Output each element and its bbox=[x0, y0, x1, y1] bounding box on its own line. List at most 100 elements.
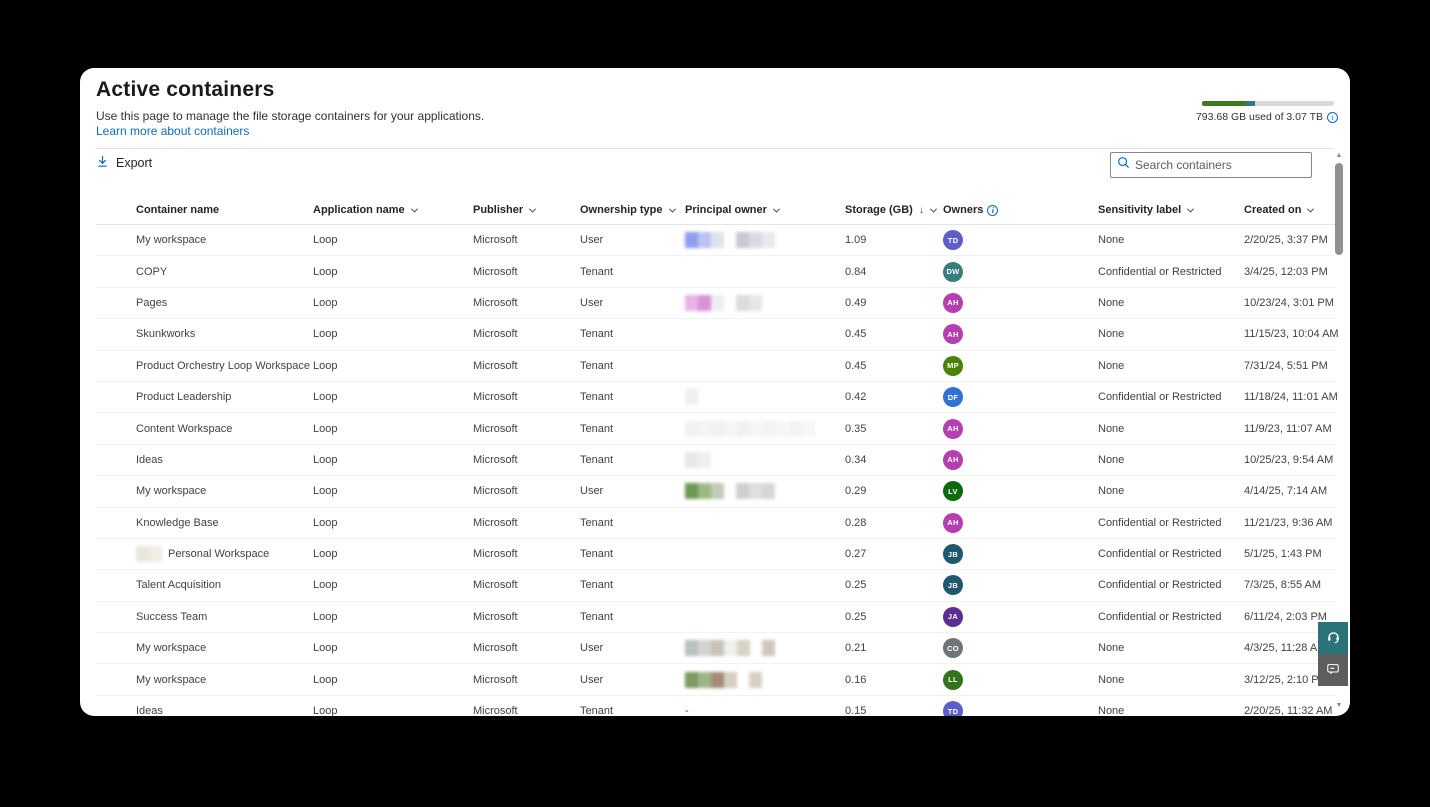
table-row[interactable]: My workspace Loop Microsoft User 0.29 LV None 4… bbox=[96, 476, 1336, 508]
avatar: AH bbox=[943, 449, 963, 470]
owners-cell: AH bbox=[943, 418, 1098, 439]
application-name-cell: Loop bbox=[313, 579, 338, 592]
table-row[interactable]: Content Workspace Loop Microsoft Tenant 0.35… bbox=[96, 413, 1336, 445]
redacted-owner-name bbox=[685, 483, 775, 500]
col-header-sensitivity-label[interactable]: Sensitivity label bbox=[1098, 204, 1244, 216]
ownership-type-cell: User bbox=[580, 234, 604, 247]
col-header-label: Sensitivity label bbox=[1098, 204, 1182, 216]
storage-cell: 0.15 bbox=[845, 705, 867, 716]
ownership-type-cell: Tenant bbox=[580, 516, 614, 529]
sensitivity-label-cell: None bbox=[1098, 705, 1125, 716]
col-header-application-name[interactable]: Application name bbox=[313, 204, 473, 216]
chevron-down-icon bbox=[410, 205, 418, 213]
publisher-cell: Microsoft bbox=[473, 579, 518, 592]
sensitivity-label-cell: None bbox=[1098, 453, 1125, 466]
container-name-text: My workspace bbox=[136, 642, 207, 655]
table-row[interactable]: Personal Workspace Loop Microsoft Tenant 0.2… bbox=[96, 539, 1336, 571]
avatar: JB bbox=[943, 575, 963, 596]
table-row[interactable]: Ideas Loop Microsoft Tenant - 0.15 TD None 2/20/… bbox=[96, 696, 1336, 716]
redacted-owner-name bbox=[685, 294, 762, 311]
table-row[interactable]: Skunkworks Loop Microsoft Tenant 0.45 AH None 1… bbox=[96, 319, 1339, 351]
avatar: DW bbox=[943, 261, 963, 282]
col-header-label: Container name bbox=[136, 204, 220, 216]
containers-table: Container name Application name Publisher O… bbox=[96, 196, 1339, 716]
avatar: JB bbox=[943, 544, 963, 565]
chevron-down-icon bbox=[1187, 205, 1195, 213]
storage-usage-bar bbox=[1202, 101, 1334, 106]
scroll-up-icon[interactable]: ▲ bbox=[1335, 152, 1343, 159]
container-name-cell: Ideas bbox=[136, 454, 313, 466]
col-header-principal-owner[interactable]: Principal owner bbox=[685, 204, 845, 216]
help-button[interactable] bbox=[1318, 622, 1348, 654]
table-row[interactable]: My workspace Loop Microsoft User 0.16 LL None 3… bbox=[96, 664, 1336, 696]
col-header-ownership-type[interactable]: Ownership type bbox=[580, 204, 685, 216]
application-name-cell: Loop bbox=[313, 705, 338, 716]
avatar: CO bbox=[943, 638, 963, 659]
col-header-publisher[interactable]: Publisher bbox=[473, 204, 580, 216]
chevron-down-icon bbox=[772, 205, 780, 213]
sensitivity-label-cell: None bbox=[1098, 359, 1125, 372]
sensitivity-label-cell: None bbox=[1098, 234, 1125, 247]
ownership-type-cell: Tenant bbox=[580, 610, 614, 623]
created-on-cell: 11/9/23, 11:07 AM bbox=[1244, 422, 1332, 435]
export-button[interactable]: Export bbox=[96, 155, 152, 171]
container-name-text: My workspace bbox=[136, 673, 207, 686]
container-name-cell: My workspace bbox=[136, 234, 313, 246]
application-name-cell: Loop bbox=[313, 359, 338, 372]
container-name-cell: Success Team bbox=[136, 611, 313, 623]
owners-cell: AH bbox=[943, 292, 1098, 313]
storage-info-icon[interactable]: i bbox=[1327, 111, 1338, 123]
principal-owner-cell: - bbox=[685, 705, 845, 716]
publisher-cell: Microsoft bbox=[473, 265, 518, 278]
container-name-text: My workspace bbox=[136, 234, 207, 247]
table-row[interactable]: Talent Acquisition Loop Microsoft Tenant 0.2… bbox=[96, 570, 1336, 602]
owners-cell: JB bbox=[943, 575, 1098, 596]
application-name-cell: Loop bbox=[313, 265, 338, 278]
table-row[interactable]: My workspace Loop Microsoft User 1.09 TD None 2… bbox=[96, 225, 1336, 257]
application-name-cell: Loop bbox=[313, 296, 338, 309]
scroll-down-icon[interactable]: ▼ bbox=[1335, 702, 1343, 709]
ownership-type-cell: Tenant bbox=[580, 265, 614, 278]
storage-cell: 0.45 bbox=[845, 359, 867, 372]
vertical-scrollbar: ▲ ▼ bbox=[1334, 152, 1344, 710]
publisher-cell: Microsoft bbox=[473, 391, 518, 404]
storage-usage-label: 793.68 GB used of 3.07 TB bbox=[1195, 111, 1323, 123]
table-row[interactable]: Knowledge Base Loop Microsoft Tenant 0.28 AH C… bbox=[96, 508, 1336, 539]
application-name-cell: Loop bbox=[313, 234, 338, 247]
ownership-type-cell: User bbox=[580, 296, 604, 309]
comment-icon bbox=[1326, 662, 1340, 679]
table-row[interactable]: COPY Loop Microsoft Tenant 0.84 DW Confidentia… bbox=[96, 256, 1336, 288]
table-row[interactable]: Ideas Loop Microsoft Tenant 0.34 AH None 10/25/… bbox=[96, 445, 1336, 477]
owners-cell: LV bbox=[943, 481, 1098, 502]
redacted-owner-name bbox=[685, 232, 775, 249]
scrollbar-thumb[interactable] bbox=[1335, 163, 1343, 255]
col-header-owners[interactable]: Owners i bbox=[943, 204, 1098, 216]
container-name-text: Success Team bbox=[136, 610, 208, 623]
table-row[interactable]: My workspace Loop Microsoft User 0.21 CO None 4… bbox=[96, 633, 1336, 665]
headset-icon bbox=[1326, 629, 1341, 647]
learn-more-link[interactable]: Learn more about containers bbox=[96, 124, 250, 138]
chevron-down-icon bbox=[668, 205, 676, 213]
table-row[interactable]: Product Orchestry Loop Workspace Loop Micr… bbox=[96, 351, 1336, 382]
redacted-owner-name bbox=[685, 671, 762, 688]
publisher-cell: Microsoft bbox=[473, 705, 518, 716]
table-row[interactable]: Pages Loop Microsoft User 0.49 AH None 10/23/24… bbox=[96, 288, 1336, 320]
table-row[interactable]: Product Leadership Loop Microsoft Tenant 0.4… bbox=[96, 382, 1338, 414]
feedback-button[interactable] bbox=[1318, 654, 1348, 686]
search-input[interactable] bbox=[1135, 158, 1305, 172]
principal-owner-cell bbox=[685, 294, 845, 311]
principal-owner-cell bbox=[685, 671, 845, 688]
owners-cell: TD bbox=[943, 230, 1098, 251]
col-header-storage-gb[interactable]: Storage (GB) ↓ bbox=[845, 204, 943, 216]
storage-secondary-segment bbox=[1245, 101, 1255, 106]
ownership-type-cell: Tenant bbox=[580, 453, 614, 466]
principal-owner-cell bbox=[685, 232, 845, 249]
owners-cell: TD bbox=[943, 701, 1098, 716]
col-header-created-on[interactable]: Created on bbox=[1244, 204, 1336, 216]
sensitivity-label-cell: Confidential or Restricted bbox=[1098, 265, 1222, 278]
ownership-type-cell: Tenant bbox=[580, 705, 614, 716]
publisher-cell: Microsoft bbox=[473, 422, 518, 435]
table-row[interactable]: Success Team Loop Microsoft Tenant 0.25 JA Con… bbox=[96, 602, 1336, 634]
container-name-text: Skunkworks bbox=[136, 328, 196, 341]
owners-info-icon[interactable]: i bbox=[987, 204, 999, 216]
